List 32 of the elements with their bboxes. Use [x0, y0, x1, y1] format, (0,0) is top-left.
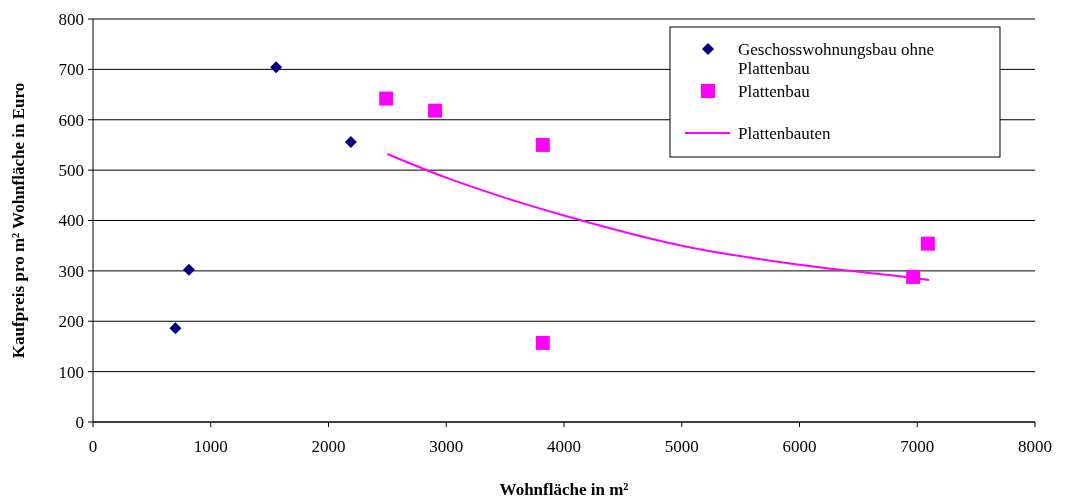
x-tick-label: 1000: [193, 437, 228, 456]
point: [379, 91, 394, 106]
point: [344, 135, 357, 148]
y-axis-title: Kaufpreis pro m² Wohnfläche in Euro: [9, 82, 28, 359]
point: [428, 103, 443, 118]
point: [169, 322, 182, 335]
point: [182, 263, 195, 276]
y-tick-label: 700: [58, 60, 84, 80]
y-tick-label: 600: [58, 110, 84, 130]
y-tick-label: 0: [75, 412, 84, 432]
point: [920, 236, 935, 251]
legend-label: Geschosswohnungsbau ohne Plattenbau: [738, 39, 934, 78]
y-tick-label: 100: [58, 362, 84, 382]
x-tick-label: 3000: [429, 437, 464, 456]
legend-label: Plattenbauten: [738, 123, 832, 143]
point: [535, 335, 550, 350]
y-tick-label: 200: [58, 312, 84, 332]
x-tick-label: 8000: [1018, 437, 1052, 456]
y-tick-label: 400: [58, 211, 84, 231]
x-tick-label: 6000: [782, 437, 817, 456]
y-tick-label: 300: [58, 261, 84, 281]
legend-label: Plattenbau: [738, 81, 811, 101]
x-tick-label: 5000: [664, 437, 699, 456]
point: [270, 61, 283, 74]
x-tick-label: 7000: [900, 437, 935, 456]
x-tick-label: 2000: [311, 437, 346, 456]
point: [535, 137, 550, 152]
y-tick-label: 500: [58, 161, 84, 181]
x-tick-label: 0: [88, 437, 98, 456]
y-tick-label: 800: [58, 9, 84, 29]
x-axis-title: Wohnfläche in m²: [499, 480, 629, 499]
x-tick-label: 4000: [547, 437, 581, 456]
